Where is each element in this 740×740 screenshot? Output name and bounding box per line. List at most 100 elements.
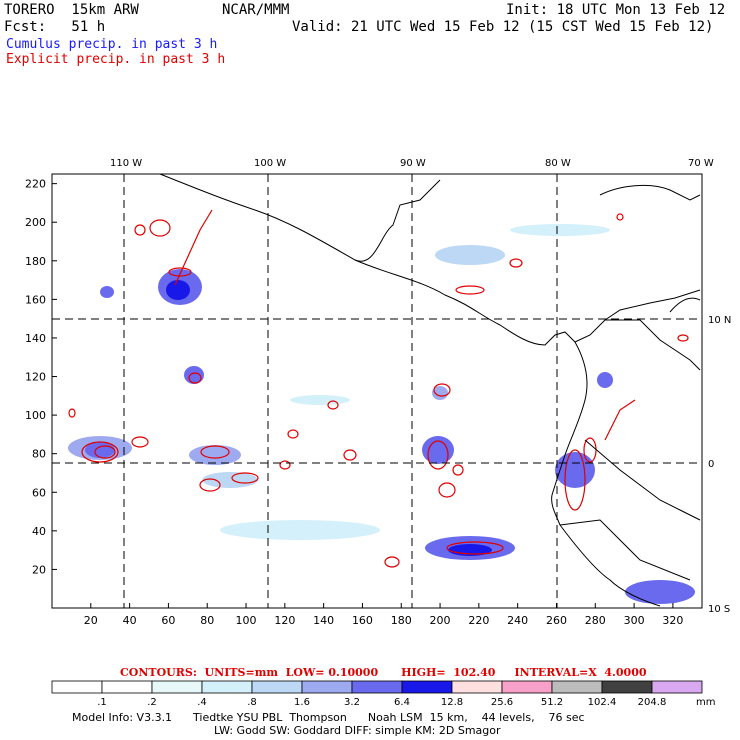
colorbar-label: .4 [197, 697, 207, 708]
contour [279, 460, 291, 470]
x-tick-label: 260 [546, 614, 567, 627]
y-tick-label: 120 [25, 371, 46, 384]
init-time: Init: 18 UTC Mon 13 Feb 12 [506, 2, 726, 18]
x-tick-label: 240 [507, 614, 528, 627]
contour [433, 383, 451, 397]
coastlines [159, 173, 701, 607]
x-tick-label: 160 [352, 614, 373, 627]
x-tick-label: 220 [468, 614, 489, 627]
contour [131, 436, 149, 448]
x-tick-label: 100 [236, 614, 257, 627]
x-tick-label: 140 [313, 614, 334, 627]
model-info-line2: LW: Godd SW: Goddard DIFF: simple KM: 2D… [214, 724, 501, 737]
contour [438, 482, 456, 498]
precip-area [290, 395, 350, 405]
precip-area [510, 224, 610, 236]
y-tick-label: 140 [25, 332, 46, 345]
colorbar-swatch [651, 680, 703, 694]
field-explicit-label: Explicit precip. in past 3 h [6, 52, 226, 67]
coastline-central-america [354, 259, 701, 346]
contour [174, 209, 213, 286]
precip-area [435, 245, 505, 265]
contour [452, 464, 464, 476]
x-tick-label: 180 [391, 614, 412, 627]
contour [509, 258, 523, 268]
contour [200, 445, 230, 459]
contour [68, 408, 76, 418]
valid-time: Valid: 21 UTC Wed 15 Feb 12 (15 CST Wed … [292, 19, 714, 35]
coastline-venezuela [669, 297, 701, 313]
colorbar-label: 1.6 [294, 697, 310, 708]
colorbar-swatch [401, 680, 453, 694]
y-tick-label: 80 [32, 448, 46, 461]
x-axis-ticks: 20 40 60 80 100 120 140 160 180 200 220 240 260 280 30… [84, 603, 683, 627]
contour [455, 285, 485, 295]
lon-label-80w: 80 W [545, 158, 571, 169]
contour [199, 478, 221, 492]
y-tick-label: 40 [32, 525, 46, 538]
organization: NCAR/MMM [222, 2, 290, 18]
latlon-grid [52, 174, 702, 608]
y-tick-label: 180 [25, 255, 46, 268]
colorbar-swatch [101, 680, 153, 694]
x-tick-label: 280 [585, 614, 606, 627]
x-tick-label: 120 [274, 614, 295, 627]
colorbar-swatch [151, 680, 203, 694]
coastline-caribbean-islands [599, 185, 701, 201]
colorbar-swatch [501, 680, 553, 694]
colorbar-label: 6.4 [394, 697, 410, 708]
contour [427, 440, 449, 470]
colorbar-label: .8 [247, 697, 257, 708]
precip-area [555, 452, 595, 488]
cumulus-precip-shading [68, 224, 695, 604]
x-tick-label: 320 [662, 614, 683, 627]
colorbar-label: 204.8 [638, 697, 667, 708]
contour [188, 372, 202, 384]
colorbar-units: mm [696, 697, 715, 708]
y-tick-label: 200 [25, 216, 46, 229]
contour [343, 449, 357, 461]
contour [446, 541, 504, 555]
coastline-south-america-west [551, 341, 661, 607]
contour [168, 267, 192, 277]
x-tick-label: 60 [161, 614, 175, 627]
colorbar-label: 51.2 [541, 697, 563, 708]
precip-area [422, 436, 454, 464]
lat-label-10s: 10 S [708, 604, 730, 615]
border-colombia [605, 319, 701, 371]
x-tick-label: 40 [123, 614, 137, 627]
precip-map: 20 40 60 80 100 120 140 160 180 200 220 240 260 280 30… [25, 158, 731, 627]
precip-area [166, 280, 190, 300]
model-name: TORERO 15km ARW [4, 2, 139, 18]
y-tick-label: 160 [25, 293, 46, 306]
colorbar-swatch [51, 680, 103, 694]
contour [149, 219, 171, 237]
colorbar-swatch [301, 680, 353, 694]
colorbar-swatch [451, 680, 503, 694]
contour [384, 556, 400, 568]
y-tick-label: 220 [25, 178, 46, 191]
precip-area [220, 520, 380, 540]
border-andes [584, 439, 701, 521]
field-cumulus-label: Cumulus precip. in past 3 h [6, 37, 218, 52]
colorbar-swatch [201, 680, 253, 694]
precip-area [432, 386, 448, 400]
lon-label-90w: 90 W [400, 158, 426, 169]
y-tick-label: 100 [25, 409, 46, 422]
colorbar-swatch [601, 680, 653, 694]
y-tick-label: 20 [32, 563, 46, 576]
x-tick-label: 80 [200, 614, 214, 627]
colorbar-label: 102.4 [588, 697, 617, 708]
contour [94, 445, 116, 459]
forecast-hour: Fcst: 51 h [4, 19, 106, 35]
lonlat-labels: 110 W 100 W 90 W 80 W 70 W 10 N 0 10 S [110, 158, 731, 615]
contours-info: CONTOURS: UNITS=mm LOW= 0.10000 HIGH= 10… [120, 666, 647, 679]
colorbar-label: 12.8 [441, 697, 463, 708]
colorbar-label: .2 [147, 697, 157, 708]
colorbar: .1.2.4.8 1.6 3.2 6.4 12.8 25.6 51.2 102.4 204.8 … [51, 680, 715, 708]
contour [134, 224, 146, 236]
precip-area [202, 472, 258, 488]
contour [604, 399, 636, 441]
colorbar-label: 3.2 [344, 697, 360, 708]
precip-area [597, 372, 613, 388]
